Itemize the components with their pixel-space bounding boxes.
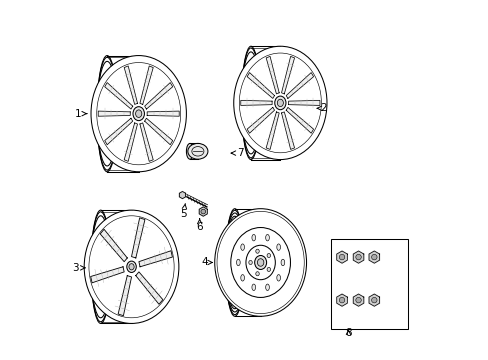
Polygon shape: [285, 107, 313, 133]
Polygon shape: [265, 112, 279, 149]
Ellipse shape: [255, 272, 259, 276]
Text: 2: 2: [316, 103, 326, 113]
Ellipse shape: [251, 284, 255, 291]
Polygon shape: [144, 118, 172, 145]
Polygon shape: [104, 82, 132, 109]
Polygon shape: [124, 123, 137, 161]
Ellipse shape: [251, 234, 255, 241]
Polygon shape: [140, 66, 153, 104]
Ellipse shape: [355, 297, 361, 303]
Ellipse shape: [276, 275, 280, 281]
Ellipse shape: [339, 255, 344, 260]
Text: 7: 7: [231, 148, 244, 158]
Ellipse shape: [255, 249, 259, 253]
Polygon shape: [240, 100, 271, 105]
Polygon shape: [368, 294, 379, 306]
Ellipse shape: [91, 55, 186, 172]
Polygon shape: [352, 251, 363, 263]
Polygon shape: [281, 57, 294, 94]
Ellipse shape: [274, 96, 285, 110]
Ellipse shape: [240, 244, 244, 250]
Ellipse shape: [265, 234, 269, 241]
Polygon shape: [246, 73, 274, 98]
Ellipse shape: [186, 143, 193, 159]
Polygon shape: [139, 251, 172, 267]
Ellipse shape: [133, 107, 144, 121]
Text: 3: 3: [73, 263, 85, 273]
Ellipse shape: [276, 244, 280, 250]
Ellipse shape: [355, 255, 361, 260]
Ellipse shape: [129, 264, 134, 270]
Text: 6: 6: [196, 219, 203, 231]
Polygon shape: [147, 111, 179, 116]
Polygon shape: [90, 267, 124, 283]
Ellipse shape: [265, 284, 269, 291]
Ellipse shape: [236, 259, 240, 266]
Polygon shape: [131, 218, 144, 258]
Polygon shape: [179, 192, 185, 199]
Ellipse shape: [248, 260, 252, 265]
Ellipse shape: [371, 255, 376, 260]
Ellipse shape: [233, 46, 326, 159]
Ellipse shape: [281, 259, 284, 266]
Text: 1: 1: [74, 109, 86, 119]
Ellipse shape: [135, 110, 142, 117]
Polygon shape: [144, 82, 172, 109]
Text: 4: 4: [202, 257, 212, 267]
Ellipse shape: [84, 210, 179, 323]
Ellipse shape: [257, 259, 264, 266]
Ellipse shape: [126, 261, 136, 273]
Polygon shape: [136, 272, 163, 304]
Text: 5: 5: [180, 203, 186, 219]
Ellipse shape: [187, 143, 207, 159]
Polygon shape: [281, 112, 294, 149]
Bar: [330, 239, 407, 329]
Ellipse shape: [339, 297, 344, 303]
Polygon shape: [100, 229, 127, 262]
Polygon shape: [98, 111, 130, 116]
Ellipse shape: [266, 267, 270, 271]
Ellipse shape: [254, 256, 266, 270]
Polygon shape: [368, 251, 379, 263]
Polygon shape: [265, 57, 279, 94]
Polygon shape: [104, 118, 132, 145]
Polygon shape: [288, 100, 319, 105]
Ellipse shape: [371, 297, 376, 303]
Polygon shape: [124, 66, 137, 104]
Polygon shape: [336, 294, 346, 306]
Text: 8: 8: [345, 328, 351, 338]
Polygon shape: [118, 276, 131, 316]
Ellipse shape: [277, 99, 283, 107]
Polygon shape: [199, 207, 207, 216]
Polygon shape: [285, 73, 313, 98]
Ellipse shape: [201, 209, 205, 214]
Polygon shape: [336, 251, 346, 263]
Ellipse shape: [240, 275, 244, 281]
Polygon shape: [140, 123, 153, 161]
Ellipse shape: [266, 253, 270, 257]
Polygon shape: [246, 107, 274, 133]
Polygon shape: [352, 294, 363, 306]
Ellipse shape: [214, 209, 306, 316]
